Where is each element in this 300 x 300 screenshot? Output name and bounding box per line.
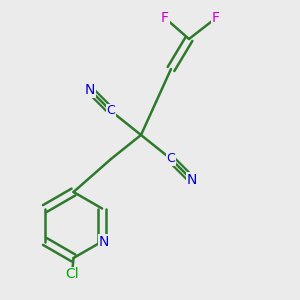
Text: N: N xyxy=(98,235,109,248)
Text: N: N xyxy=(187,173,197,187)
Text: F: F xyxy=(161,11,169,25)
Text: Cl: Cl xyxy=(65,268,79,281)
Text: C: C xyxy=(167,152,176,166)
Text: F: F xyxy=(212,11,220,25)
Text: C: C xyxy=(106,104,116,118)
Text: N: N xyxy=(85,83,95,97)
